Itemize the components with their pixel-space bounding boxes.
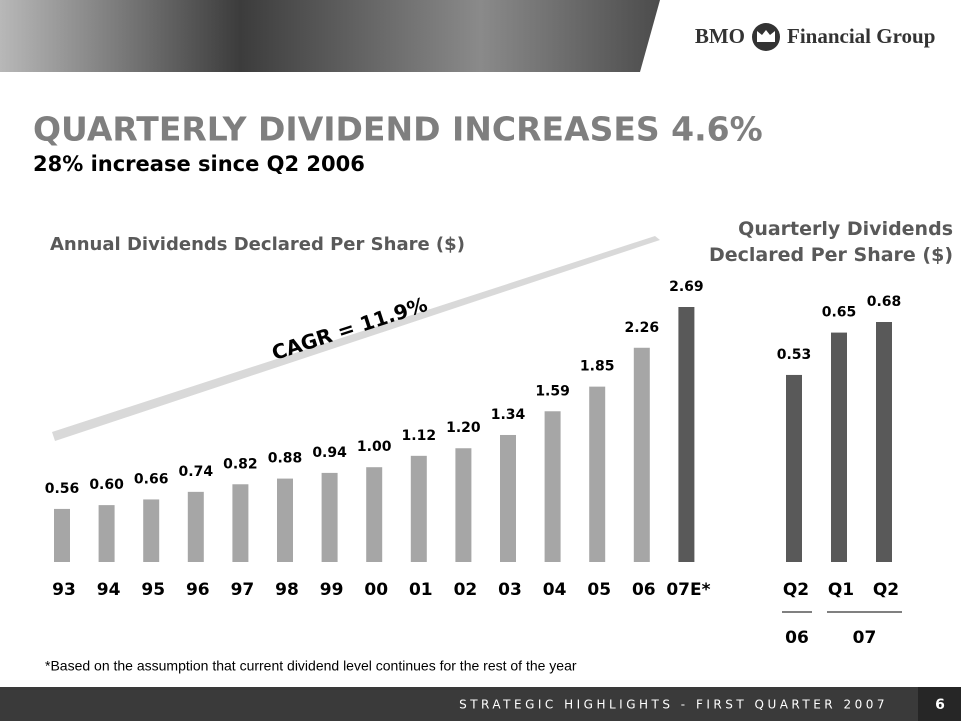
x-tick-label: 02 [454, 580, 478, 600]
bar [143, 499, 159, 562]
data-label: 0.66 [134, 471, 169, 487]
x-tick-label: Q1 [828, 580, 854, 600]
x-tick-label: Q2 [783, 580, 809, 600]
x-tick-label: 01 [409, 580, 433, 600]
data-label: 1.59 [535, 383, 570, 399]
footnote: *Based on the assumption that current di… [45, 658, 577, 674]
data-label: 0.82 [223, 456, 258, 472]
x-tick-label: 94 [97, 580, 121, 600]
bar [322, 473, 338, 562]
x-tick-label: 00 [364, 580, 388, 600]
bar [545, 411, 561, 562]
slide: BMO Financial Group QUARTERLY DIVIDEND I… [0, 0, 961, 721]
bar [786, 375, 802, 562]
bar [188, 492, 204, 562]
data-label: 0.88 [268, 451, 303, 467]
bar [634, 348, 650, 562]
page-number: 6 [935, 697, 945, 713]
bar [277, 479, 293, 562]
x-tick-label: 99 [320, 580, 344, 600]
logo-text: Financial Group [787, 24, 935, 48]
x-tick-label: 07E* [666, 580, 710, 600]
bar [411, 456, 427, 562]
group-label: 06 [785, 628, 809, 648]
data-label: 0.74 [179, 464, 214, 480]
data-label: 0.94 [312, 445, 347, 461]
data-label: 2.26 [625, 320, 660, 336]
annotation: CAGR = 11.9% [269, 292, 431, 365]
bar [366, 467, 382, 562]
group-label: 07 [853, 628, 877, 648]
x-tick-label: 05 [587, 580, 611, 600]
bar [455, 448, 471, 562]
data-label: 1.34 [491, 407, 526, 423]
data-label: 1.00 [357, 439, 392, 455]
chart-title: Annual Dividends Declared Per Share ($) [50, 234, 465, 255]
logo-text: BMO [695, 24, 745, 48]
data-label: 0.53 [777, 347, 812, 363]
data-label: 1.12 [402, 428, 437, 444]
footer-text: STRATEGIC HIGHLIGHTS - FIRST QUARTER 200… [459, 698, 888, 712]
x-tick-label: 96 [186, 580, 210, 600]
slide-subtitle: 28% increase since Q2 2006 [33, 152, 365, 176]
data-label: 2.69 [669, 279, 704, 295]
bar [831, 333, 847, 562]
slide-title: QUARTERLY DIVIDEND INCREASES 4.6% [33, 110, 763, 149]
bar [54, 509, 70, 562]
x-tick-label: 03 [498, 580, 522, 600]
bar [232, 484, 248, 562]
bar [876, 322, 892, 562]
data-label: 1.85 [580, 359, 615, 375]
data-label: 0.56 [45, 481, 80, 497]
slide-canvas: BMO Financial Group QUARTERLY DIVIDEND I… [0, 0, 961, 721]
x-tick-label: 06 [632, 580, 656, 600]
chart-title: Quarterly Dividends Declared Per Share (… [691, 216, 953, 268]
data-label: 1.20 [446, 420, 481, 436]
x-tick-label: 04 [543, 580, 567, 600]
bar [500, 435, 516, 562]
x-tick-label: 97 [231, 580, 255, 600]
data-label: 0.60 [89, 477, 124, 493]
x-tick-label: 98 [275, 580, 299, 600]
data-label: 0.65 [822, 305, 857, 321]
bar [589, 387, 605, 562]
x-tick-label: 95 [141, 580, 165, 600]
bar [678, 307, 694, 562]
data-label: 0.68 [867, 294, 902, 310]
x-tick-label: 93 [52, 580, 76, 600]
bar [99, 505, 115, 562]
x-tick-label: Q2 [873, 580, 899, 600]
